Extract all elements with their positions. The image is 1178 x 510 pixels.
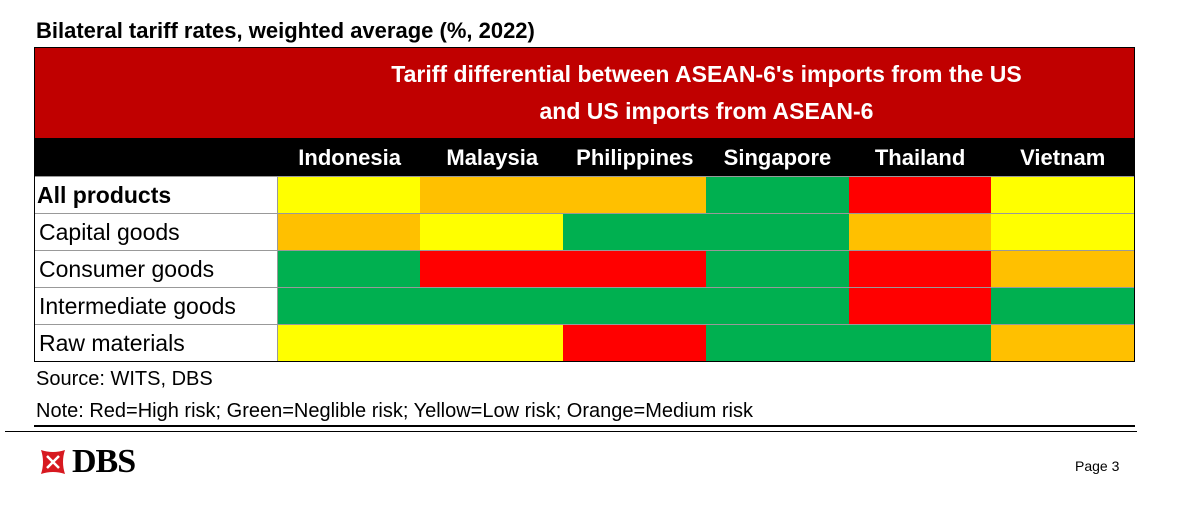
heatmap-cell-neglible	[705, 251, 849, 287]
column-header: Singapore	[723, 145, 832, 170]
note-text: Note: Red=High risk; Green=Neglible risk…	[36, 400, 753, 422]
table-row: Capital goods	[35, 213, 1134, 250]
column-header: Philippines	[576, 145, 694, 170]
divider	[5, 431, 1137, 432]
heatmap-cell-medium	[563, 177, 706, 213]
page-number: Page 3	[1075, 458, 1120, 474]
row-label: Consumer goods	[35, 251, 278, 287]
row-label: Raw materials	[35, 325, 278, 361]
heatmap-cell-medium	[848, 214, 992, 250]
heatmap-cell-medium	[420, 177, 564, 213]
heatmap-cell-neglible	[705, 214, 849, 250]
heatmap-cell-high	[563, 325, 706, 361]
heatmap-cell-neglible	[277, 251, 421, 287]
source-text: Source: WITS, DBS	[36, 368, 213, 390]
heatmap-cell-high	[848, 251, 992, 287]
banner-line: Tariff differential between ASEAN-6's im…	[391, 61, 1022, 87]
heatmap-cell-high	[848, 177, 992, 213]
dbs-logo: DBS	[38, 443, 136, 481]
heatmap-cell-low	[277, 325, 421, 361]
row-label: Capital goods	[35, 214, 278, 250]
heatmap-cell-neglible	[991, 288, 1134, 324]
column-header: Malaysia	[446, 145, 539, 170]
column-header: Vietnam	[1020, 145, 1106, 170]
column-header: Thailand	[874, 145, 966, 170]
row-label: Intermediate goods	[35, 288, 278, 324]
table-row: Raw materials	[35, 324, 1134, 361]
heatmap-cell-neglible	[563, 288, 706, 324]
divider	[34, 425, 1135, 427]
dbs-logo-icon	[41, 450, 65, 474]
banner: Tariff differential between ASEAN-6's im…	[35, 48, 1134, 138]
table-row: Intermediate goods	[35, 287, 1134, 324]
heatmap-cell-neglible	[705, 288, 849, 324]
table-row: Consumer goods	[35, 250, 1134, 287]
chart-title: Bilateral tariff rates, weighted average…	[36, 18, 535, 43]
heatmap-cell-low	[420, 214, 564, 250]
heatmap-cell-neglible	[705, 177, 849, 213]
heatmap-cell-neglible	[705, 325, 849, 361]
logo-text: DBS	[72, 443, 136, 480]
banner-line: and US imports from ASEAN-6	[539, 98, 874, 124]
table-row: All products	[35, 176, 1134, 213]
heatmap-cell-high	[420, 251, 564, 287]
row-label: All products	[35, 177, 278, 213]
heatmap-cell-low	[991, 177, 1134, 213]
heatmap-cell-low	[991, 214, 1134, 250]
heatmap-cell-high	[848, 288, 992, 324]
heatmap-cell-medium	[991, 325, 1134, 361]
heatmap-cell-medium	[991, 251, 1134, 287]
heatmap-cell-neglible	[277, 288, 421, 324]
heatmap-cell-low	[277, 177, 421, 213]
heatmap-cell-low	[420, 325, 564, 361]
heatmap-cell-neglible	[563, 214, 706, 250]
heatmap-cell-high	[563, 251, 706, 287]
heatmap-cell-neglible	[420, 288, 564, 324]
heatmap-cell-neglible	[848, 325, 992, 361]
column-header: Indonesia	[298, 145, 401, 170]
heatmap-table: Tariff differential between ASEAN-6's im…	[34, 47, 1135, 362]
column-header-row: Indonesia Malaysia Philippines Singapore Tha…	[35, 138, 1134, 176]
heatmap-cell-medium	[277, 214, 421, 250]
